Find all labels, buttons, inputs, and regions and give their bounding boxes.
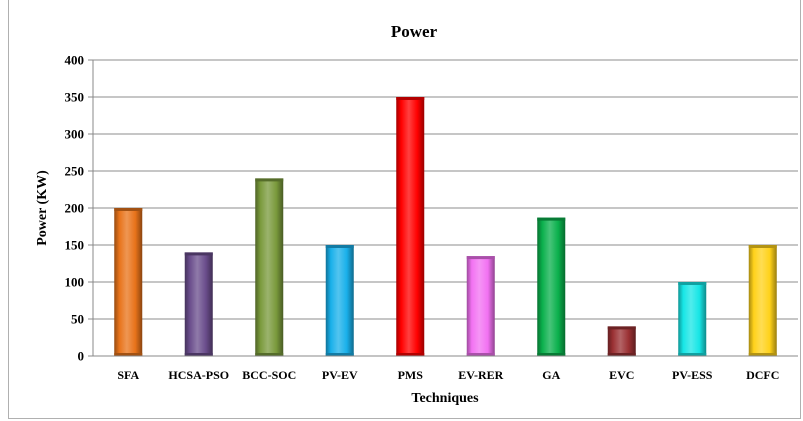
bar-bottom-bevel	[466, 353, 495, 356]
bar-top-bevel	[607, 326, 636, 330]
bar-sfa	[114, 208, 143, 356]
chart-title: Power	[391, 22, 438, 41]
bar-ev-rer	[466, 256, 495, 356]
y-tick-label: 100	[65, 275, 85, 290]
y-tick-label: 300	[65, 127, 85, 142]
bar-bottom-bevel	[325, 353, 354, 356]
bar-ga	[537, 217, 566, 356]
x-tick-label: PV-EV	[322, 368, 358, 382]
y-axis-label: Power (KW)	[35, 170, 50, 246]
y-tick-label: 50	[71, 312, 84, 327]
bar-top-bevel	[184, 252, 213, 256]
x-tick-label: SFA	[117, 368, 139, 382]
bar-bottom-bevel	[114, 353, 143, 356]
bar-top-bevel	[466, 256, 495, 260]
bar-chart: Power 0 50 100 150 200 250 300 350 400 SFA HCSA-P…	[35, 22, 798, 406]
x-tick-label: EVC	[609, 368, 634, 382]
y-tick-label: 0	[78, 349, 85, 364]
y-tick-label: 250	[65, 164, 85, 179]
bar-bottom-bevel	[537, 353, 566, 356]
bar-bottom-bevel	[396, 353, 425, 356]
bar-top-bevel	[396, 97, 425, 100]
y-tick-label: 350	[65, 90, 85, 105]
bar-top-bevel	[114, 208, 143, 211]
bars	[114, 97, 777, 356]
x-tick-label: PMS	[398, 368, 424, 382]
bar-bottom-bevel	[678, 353, 707, 356]
x-axis-label: Techniques	[411, 391, 479, 406]
bar-top-bevel	[678, 282, 707, 285]
x-tick-label: GA	[542, 368, 560, 382]
bar-pv-ev	[325, 245, 354, 356]
bar-pms	[396, 97, 425, 356]
bar-bottom-bevel	[255, 353, 284, 356]
bar-pv-ess	[678, 282, 707, 356]
bar-bottom-bevel	[607, 353, 636, 356]
x-tick-label: DCFC	[746, 368, 779, 382]
bar-top-bevel	[537, 217, 566, 221]
y-tick-label: 400	[65, 53, 85, 68]
bar-evc	[607, 326, 636, 356]
x-tick-label: PV-ESS	[672, 368, 713, 382]
bar-top-bevel	[255, 178, 284, 182]
x-tick-label: HCSA-PSO	[168, 368, 229, 382]
bar-dcfc	[748, 245, 777, 356]
bar-hcsa-pso	[184, 252, 213, 356]
bar-top-bevel	[325, 245, 354, 248]
y-tick-label: 150	[65, 238, 85, 253]
chart-frame: Power 0 50 100 150 200 250 300 350 400 SFA HCSA-P…	[8, 0, 801, 419]
y-tick-label: 200	[65, 201, 85, 216]
bar-bottom-bevel	[184, 353, 213, 356]
x-axis-ticks: SFA HCSA-PSO BCC-SOC PV-EV PMS EV-RER GA EVC PV-…	[117, 368, 779, 382]
bar-bottom-bevel	[748, 353, 777, 356]
y-axis-ticks: 0 50 100 150 200 250 300 350 400	[65, 53, 93, 364]
bar-top-bevel	[748, 245, 777, 248]
x-tick-label: EV-RER	[458, 368, 503, 382]
x-tick-label: BCC-SOC	[242, 368, 296, 382]
bar-bcc-soc	[255, 178, 284, 356]
